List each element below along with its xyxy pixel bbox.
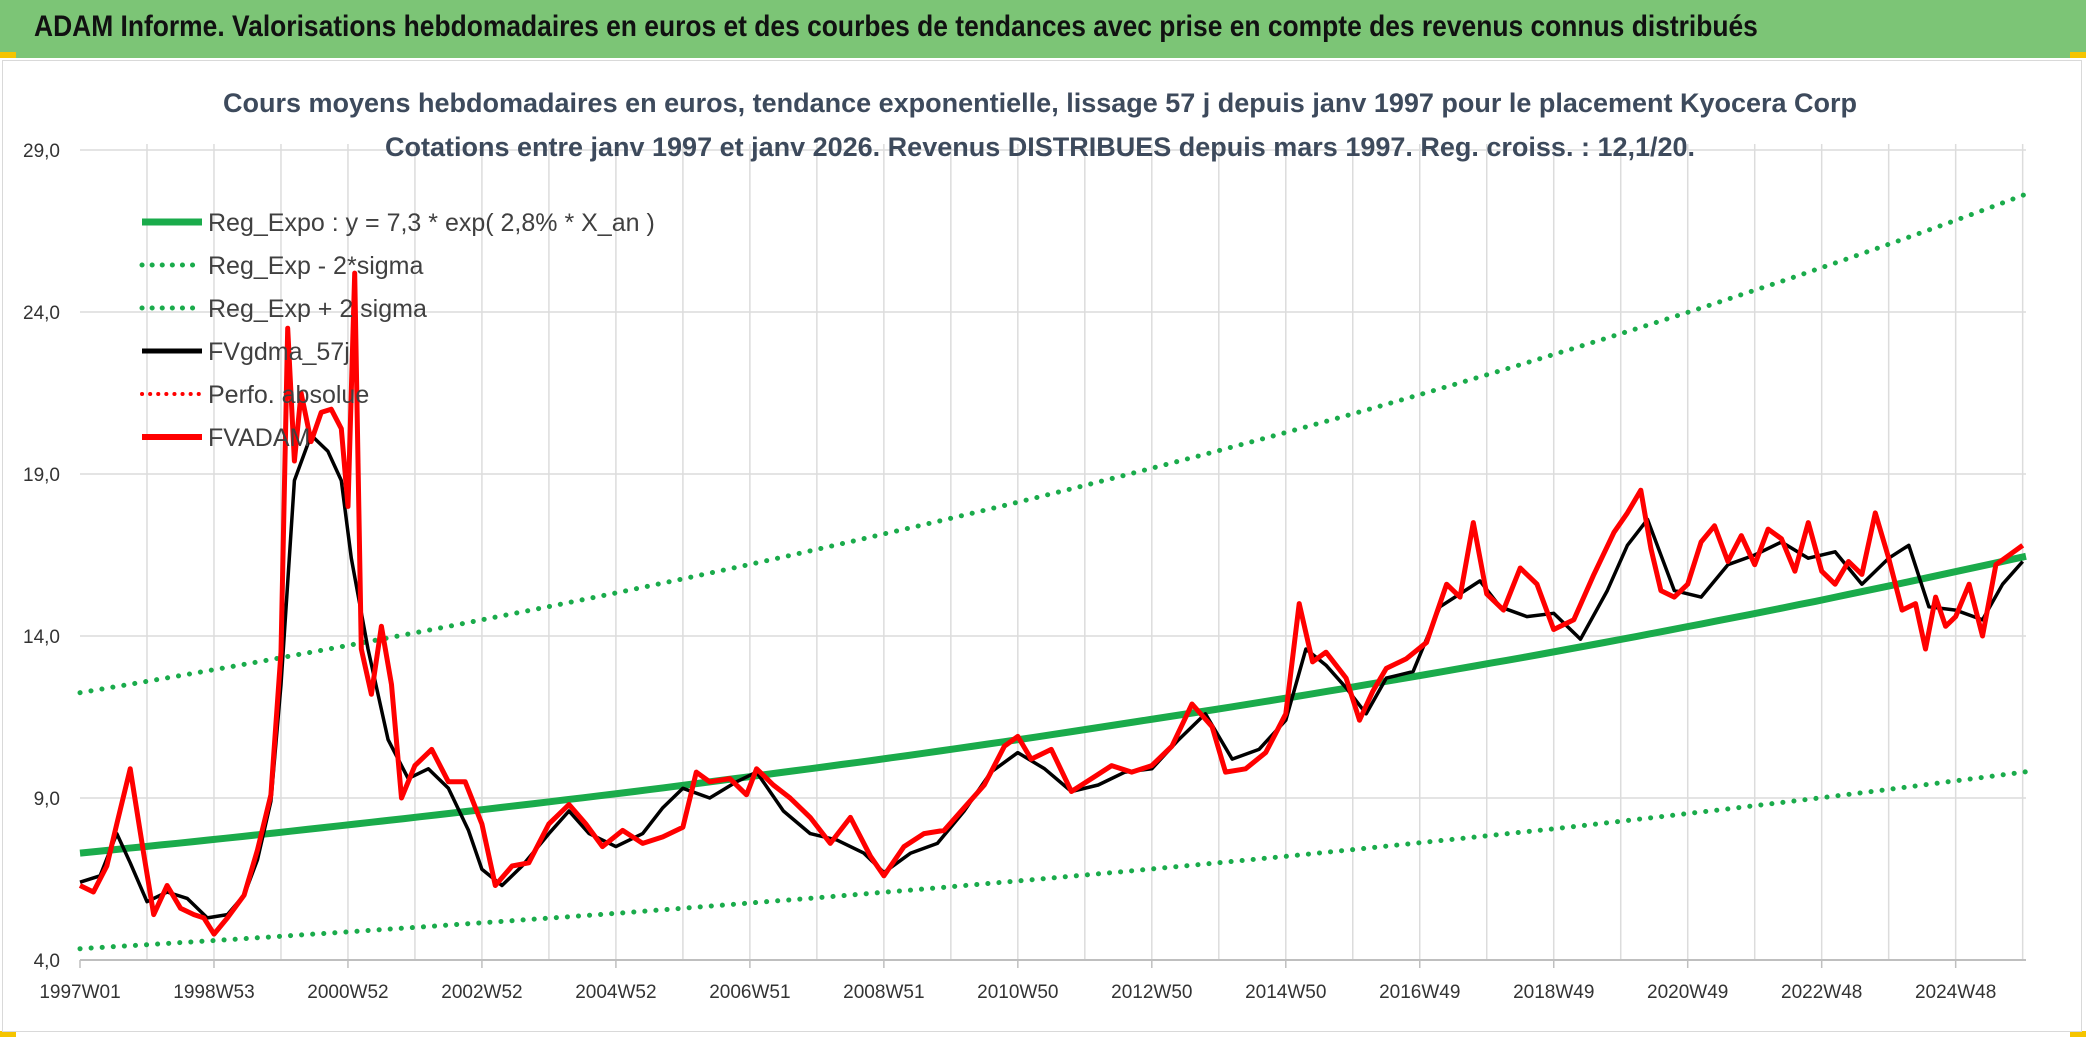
page-title: ADAM Informe. Valorisations hebdomadaire… <box>34 10 1758 43</box>
x-tick-label: 2018W49 <box>1513 982 1594 1003</box>
x-tick-label: 1998W53 <box>173 982 254 1003</box>
x-tick-label: 2012W50 <box>1111 982 1192 1003</box>
legend-label-reg: Reg_Expo : y = 7,3 * exp( 2,8% * X_an ) <box>208 209 655 237</box>
legend-label-perfo: Perfo. absolue <box>208 381 369 409</box>
chart-subtitle: Cotations entre janv 1997 et janv 2026. … <box>385 132 1695 162</box>
chart-title: Cours moyens hebdomadaires en euros, ten… <box>223 88 1857 118</box>
corner-accent-bottom-left <box>0 1031 16 1037</box>
y-tick-label: 19,0 <box>23 465 60 486</box>
series-line-reg-expo-y-7-3-exp-2-8-x-an <box>79 552 2027 857</box>
x-tick-label: 2020W49 <box>1647 982 1728 1003</box>
y-tick-label: 24,0 <box>23 303 60 324</box>
legend-label-fv: FVgdma_57j <box>208 338 350 366</box>
x-tick-label: 2004W52 <box>575 982 656 1003</box>
axes: 4,0 9,0 14,0 19,0 24,0 29,0 1997W01 1998W53 2000… <box>23 141 2026 1003</box>
legend: Reg_Expo : y = 7,3 * exp( 2,8% * X_an ) R… <box>139 209 655 452</box>
corner-accent-bottom-right <box>2070 1031 2086 1037</box>
x-tick-label: 2014W50 <box>1245 982 1326 1003</box>
corner-accent-right <box>2070 52 2086 58</box>
series-line-reg-exp-2-sigma <box>77 769 2029 952</box>
x-tick-label: 1997W01 <box>39 982 120 1003</box>
x-tick-label: 2016W49 <box>1379 982 1460 1003</box>
legend-label-plus: Reg_Exp + 2 sigma <box>208 295 427 323</box>
y-tick-label: 14,0 <box>23 627 60 648</box>
y-tick-label: 29,0 <box>23 141 60 162</box>
legend-label-adam: FVADAM <box>208 424 310 452</box>
plot-area <box>80 120 2026 960</box>
header-banner: ADAM Informe. Valorisations hebdomadaire… <box>0 0 2086 58</box>
series-layer <box>77 191 2029 952</box>
chart-frame <box>2 60 2082 1032</box>
corner-accent-left <box>0 52 16 58</box>
y-tick-label: 4,0 <box>34 951 60 972</box>
x-tick-label: 2002W52 <box>441 982 522 1003</box>
x-tick-label: 2006W51 <box>709 982 790 1003</box>
legend-label-minus: Reg_Exp - 2*sigma <box>208 252 423 280</box>
x-tick-label: 2010W50 <box>977 982 1058 1003</box>
x-tick-label: 2024W48 <box>1915 982 1996 1003</box>
x-tick-label: 2008W51 <box>843 982 924 1003</box>
series-line-fvgdma-57j <box>79 433 2025 920</box>
y-tick-label: 9,0 <box>34 789 60 810</box>
x-tick-label: 2022W48 <box>1781 982 1862 1003</box>
series-line-fvadam <box>78 270 2025 937</box>
x-tick-label: 2000W52 <box>307 982 388 1003</box>
